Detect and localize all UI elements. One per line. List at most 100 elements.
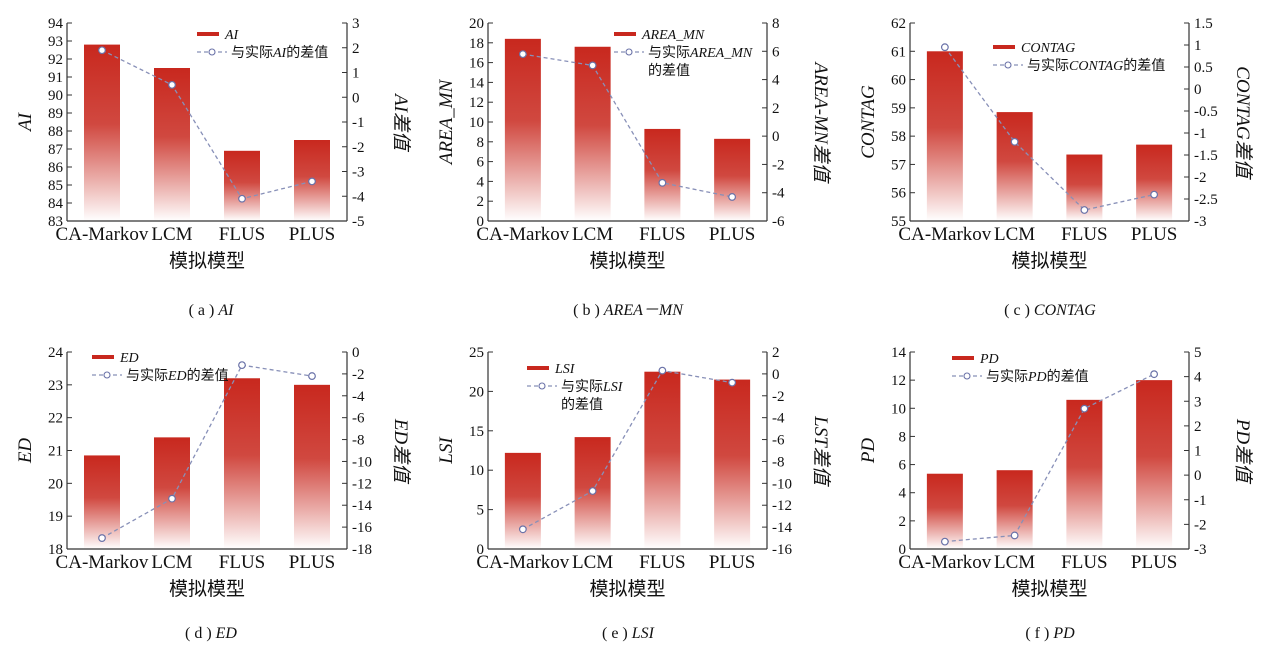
diff-point xyxy=(308,372,316,380)
legend-label-part: AREA_MN xyxy=(689,46,753,61)
diff-point xyxy=(658,178,667,187)
x-tick-label: CA-Markov xyxy=(476,224,569,245)
y2-tick-label: -4 xyxy=(352,389,365,405)
diff-point xyxy=(518,525,527,534)
diff-point xyxy=(98,46,106,55)
y-tick-label: 61 xyxy=(891,44,906,60)
y-tick-label: 10 xyxy=(469,115,484,131)
y-tick-label: 18 xyxy=(48,542,63,558)
diff-point xyxy=(238,194,246,203)
x-tick-label: PLUS xyxy=(289,224,335,245)
legend: LSI 与实际LSI 的差值 xyxy=(527,362,624,413)
legend-label-part: 的差值 xyxy=(561,397,603,413)
y2-tick-label: 2 xyxy=(352,41,360,57)
y-tick-label: 0 xyxy=(477,542,485,558)
y2-tick-label: 4 xyxy=(1194,370,1202,386)
y-tick-label: 16 xyxy=(469,56,485,72)
bar xyxy=(504,38,541,222)
diff-line xyxy=(522,369,733,530)
legend-label-part: CONTAG xyxy=(1069,59,1123,74)
x-tick-label: LCM xyxy=(994,224,1035,245)
y2-tick-label: -16 xyxy=(352,520,372,536)
legend-label-part: 与实际 xyxy=(986,369,1028,385)
legend-label: 与实际CONTAG的差值 xyxy=(1027,58,1165,74)
chart-panel-2: 0 2 4 6 8 10 12 14 16 18 20 -6 -4 -2 0 2 4 6 8 CA-Markov LCM… xyxy=(436,16,831,319)
x-tick-label: FLUS xyxy=(1061,552,1107,573)
y-axis-label: CONTAG xyxy=(858,85,879,159)
y2-axis-label: PD差值 xyxy=(1232,418,1253,485)
x-tick-label: LCM xyxy=(994,552,1035,573)
panel-caption: ( f ) PD xyxy=(1025,625,1075,642)
bar xyxy=(714,138,751,221)
diff-line xyxy=(101,364,313,539)
y-tick-label: 4 xyxy=(477,174,485,190)
y2-tick-label: 2 xyxy=(1194,419,1202,435)
y-tick-label: 55 xyxy=(891,214,906,230)
y-tick-label: 20 xyxy=(48,476,63,492)
diff-point xyxy=(658,366,667,375)
bar xyxy=(224,378,260,549)
caption-prefix: ( d ) xyxy=(185,625,216,642)
diff-point xyxy=(728,193,737,201)
x-tick-label: FLUS xyxy=(1061,224,1107,245)
diff-point xyxy=(1150,370,1159,379)
bar xyxy=(574,46,611,222)
y2-tick-label: -6 xyxy=(772,214,785,230)
y-tick-label: 25 xyxy=(469,345,484,361)
legend-swatch-bar xyxy=(197,32,219,36)
y2-tick-label: -8 xyxy=(772,454,785,470)
legend-label: PD xyxy=(979,352,999,367)
legend-label: 与实际LSI xyxy=(561,379,624,395)
diff-point xyxy=(1010,137,1019,146)
bar xyxy=(84,44,120,221)
diff-point xyxy=(168,80,176,89)
y-tick-label: 56 xyxy=(891,186,907,202)
y-tick-label: 88 xyxy=(48,124,63,140)
caption-prefix: ( f ) xyxy=(1025,625,1053,642)
y-tick-label: 2 xyxy=(477,194,485,210)
legend-label-part: PD xyxy=(1027,370,1047,385)
x-tick-label: LCM xyxy=(572,552,613,573)
y-tick-label: 2 xyxy=(899,514,907,530)
diff-line xyxy=(944,46,1155,211)
legend-swatch-bar xyxy=(527,366,549,370)
y2-tick-label: -12 xyxy=(772,498,792,514)
diff-line xyxy=(522,53,733,198)
legend-marker xyxy=(625,48,633,56)
y2-axis-label: ED差值 xyxy=(390,418,411,485)
y-tick-label: 58 xyxy=(891,129,906,145)
x-tick-label: FLUS xyxy=(219,224,265,245)
legend-label-part: AI xyxy=(224,28,240,43)
panel-caption: ( a ) AI xyxy=(189,302,235,319)
diff-point xyxy=(1080,206,1089,214)
y2-tick-label: -1 xyxy=(1194,493,1207,509)
legend-label: 与实际PD的差值 xyxy=(986,369,1089,385)
y2-tick-label: -14 xyxy=(772,520,792,536)
x-axis-label: 模拟模型 xyxy=(589,578,665,600)
y-tick-label: 0 xyxy=(899,542,907,558)
legend-marker xyxy=(208,48,216,56)
y2-tick-label: -6 xyxy=(352,411,365,427)
x-axis-label: 模拟模型 xyxy=(169,250,245,272)
legend-label: LSI xyxy=(554,362,576,377)
bar xyxy=(714,379,751,549)
diff-point xyxy=(1150,190,1159,199)
y2-tick-label: 0.5 xyxy=(1194,60,1213,76)
x-tick-label: CA-Markov xyxy=(476,552,569,573)
chart-panel-5: 0 5 10 15 20 25 -16 -14 -12 -10 -8 -6 -4 -2 0 2 CA-Marko… xyxy=(436,345,831,642)
bar xyxy=(926,473,963,549)
x-axis-label: 模拟模型 xyxy=(589,250,665,272)
y2-tick-label: -4 xyxy=(352,189,365,205)
y-tick-label: 6 xyxy=(899,458,907,474)
x-tick-label: LCM xyxy=(151,224,192,245)
legend-label: 与实际ED的差值 xyxy=(126,368,229,384)
y2-tick-label: 0 xyxy=(772,129,780,145)
y2-tick-label: 0 xyxy=(772,367,780,383)
diff-point xyxy=(308,177,316,186)
y-axis-label: LSI xyxy=(436,436,457,465)
y2-tick-label: -6 xyxy=(772,433,785,449)
